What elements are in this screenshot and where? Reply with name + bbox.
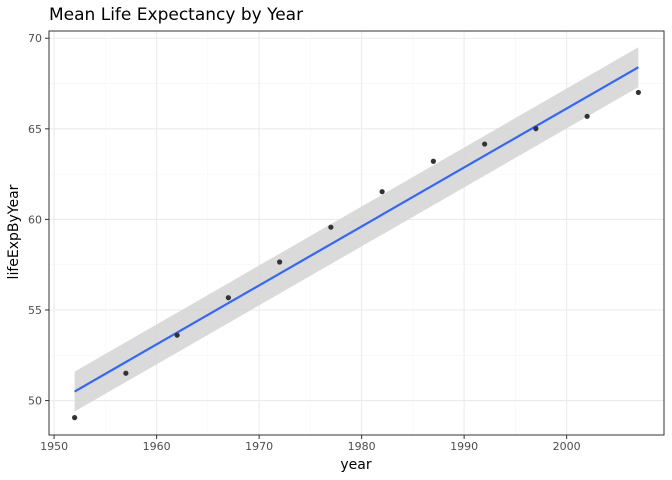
data-point xyxy=(533,126,539,132)
x-tick-label: 1960 xyxy=(143,440,171,453)
x-tick-label: 1970 xyxy=(245,440,273,453)
data-point xyxy=(123,370,129,376)
x-tick-label: 1980 xyxy=(348,440,376,453)
data-points xyxy=(72,89,641,421)
data-point xyxy=(482,141,488,147)
y-tick-label: 60 xyxy=(28,213,42,226)
panel-border xyxy=(48,30,665,436)
x-tick-label: 1950 xyxy=(40,440,68,453)
data-point xyxy=(72,415,78,421)
x-axis: 1950 1960 1970 1980 1990 2000 xyxy=(40,435,581,453)
y-axis: 50 55 60 65 70 xyxy=(28,32,49,408)
data-point xyxy=(277,259,283,265)
y-tick-label: 55 xyxy=(28,304,42,317)
x-tick-label: 1990 xyxy=(450,440,478,453)
data-point xyxy=(430,158,436,164)
data-point xyxy=(635,89,641,96)
data-point xyxy=(225,295,231,301)
y-axis-title: lifeExpByYear xyxy=(6,184,22,279)
x-axis-title: year xyxy=(340,457,371,473)
trend-line-group xyxy=(74,66,639,393)
data-point xyxy=(584,113,590,119)
data-point xyxy=(174,332,180,338)
x-tick-label: 2000 xyxy=(553,440,581,453)
y-tick-label: 50 xyxy=(28,395,42,408)
data-point xyxy=(328,224,334,230)
y-tick-label: 70 xyxy=(28,32,42,45)
chart-title: Mean Life Expectancy by Year xyxy=(49,5,303,25)
y-tick-label: 65 xyxy=(28,123,42,136)
data-point xyxy=(379,189,385,195)
trend-line xyxy=(74,66,639,393)
